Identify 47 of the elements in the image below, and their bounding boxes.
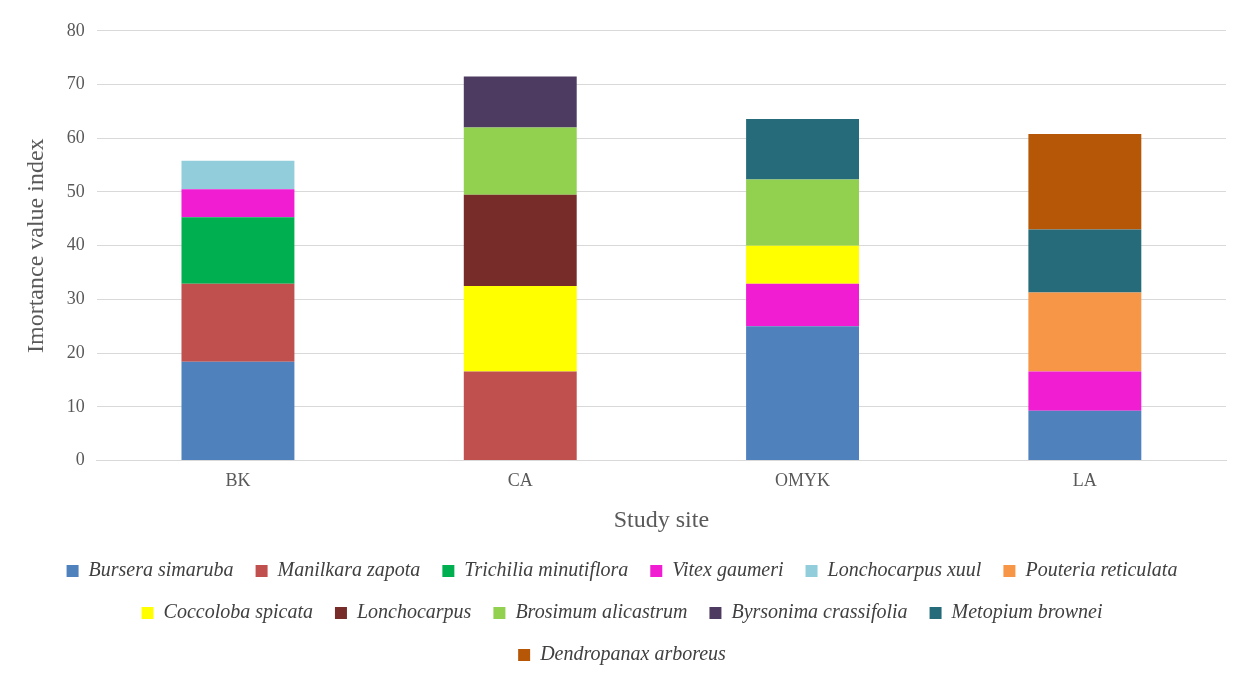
legend-label: Metopium brownei xyxy=(950,600,1103,624)
bar xyxy=(1028,410,1142,461)
bar xyxy=(746,179,860,246)
bar xyxy=(181,160,295,190)
bar xyxy=(181,361,295,461)
legend-label: Trichilia minutiflora xyxy=(464,558,629,582)
bar xyxy=(746,283,860,327)
legend-label: Lonchocarpus xuul xyxy=(826,558,982,582)
bar xyxy=(1028,371,1142,411)
bar xyxy=(746,245,860,284)
bar xyxy=(1028,229,1142,293)
legend-label: Byrsonima crassifolia xyxy=(731,600,908,624)
bar xyxy=(463,194,577,286)
x-tick-label: CA xyxy=(507,470,533,491)
x-tick-label: LA xyxy=(1072,470,1097,491)
y-tick-label: 70 xyxy=(66,73,85,94)
legend-label: Coccoloba spicata xyxy=(163,600,313,624)
bar xyxy=(463,127,577,195)
y-axis-title: Imortance value index xyxy=(21,138,48,353)
bar xyxy=(463,76,577,128)
legend-label: Brosimum alicastrum xyxy=(515,600,688,623)
bar xyxy=(181,189,295,218)
y-tick-label: 80 xyxy=(66,19,85,40)
bar xyxy=(463,285,577,372)
bar xyxy=(746,118,860,180)
bar xyxy=(463,371,577,461)
bar xyxy=(181,217,295,284)
x-tick-label: OMYK xyxy=(775,470,831,491)
y-tick-label: 60 xyxy=(66,126,85,147)
y-tick-label: 30 xyxy=(66,288,85,309)
bar xyxy=(746,326,860,461)
bar xyxy=(1028,133,1142,230)
x-tick-label: BK xyxy=(225,470,251,491)
legend-label: Vitex gaumeri xyxy=(672,558,784,582)
y-tick-label: 0 xyxy=(75,449,85,470)
legend-label: Manilkara zapota xyxy=(276,558,421,582)
legend-label: Bursera simaruba xyxy=(88,558,234,581)
y-tick-label: 10 xyxy=(66,395,85,416)
bar xyxy=(181,283,295,362)
y-tick-label: 20 xyxy=(66,341,85,362)
legend-label: Dendropanax arboreus xyxy=(539,642,727,666)
x-axis-title: Study site xyxy=(613,505,710,532)
bar xyxy=(1028,292,1142,372)
legend-label: Pouteria reticulata xyxy=(1024,558,1178,581)
y-tick-label: 40 xyxy=(66,234,85,255)
legend-label: Lonchocarpus xyxy=(355,600,472,624)
y-tick-label: 50 xyxy=(66,180,85,201)
